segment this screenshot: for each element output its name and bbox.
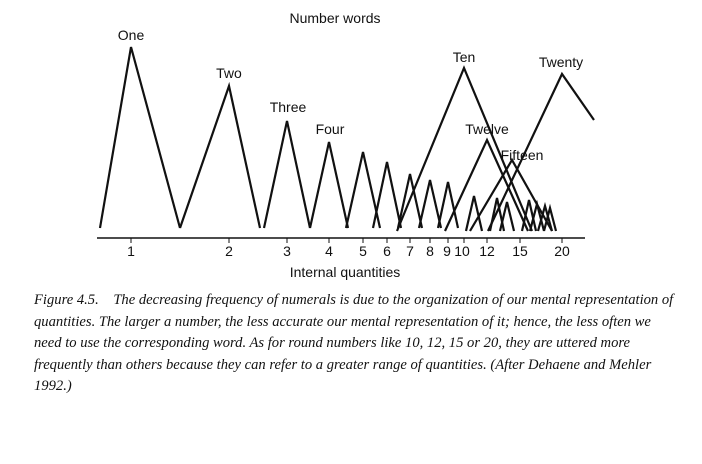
- axis-ticks: [130, 238, 563, 243]
- curve-two: [178, 81, 262, 229]
- tick-label: 20: [554, 243, 570, 259]
- number-words-diagram: Number words One Two Three Four Ten Twel…: [97, 10, 595, 280]
- tick-label: 9: [443, 243, 451, 259]
- curve-eight: [417, 179, 443, 229]
- word-label-one: One: [118, 27, 145, 43]
- caption-label: Figure 4.5.: [34, 292, 99, 308]
- word-label-two: Two: [216, 65, 242, 81]
- curve-fourteen: [498, 201, 516, 232]
- tick-label: 6: [383, 243, 391, 259]
- curve-seven: [396, 173, 424, 229]
- tuning-curves: [98, 46, 595, 232]
- tick-label: 2: [225, 243, 233, 259]
- tick-label: 8: [426, 243, 434, 259]
- curve-eleven: [464, 195, 484, 232]
- tick-label: 1: [127, 243, 135, 259]
- tick-label: 4: [325, 243, 333, 259]
- word-label-fifteen: Fifteen: [501, 147, 544, 163]
- caption-text: The decreasing frequency of numerals is …: [34, 292, 674, 394]
- tick-label: 15: [512, 243, 528, 259]
- curve-three: [262, 120, 312, 229]
- curve-seventeen: [528, 199, 546, 232]
- curve-one: [98, 46, 182, 229]
- word-label-three: Three: [270, 99, 307, 115]
- curve-nine: [436, 181, 460, 229]
- tick-label: 7: [406, 243, 414, 259]
- tick-labels: 1 2 3 4 5 6 7 8 9 10 12 15 20: [127, 243, 570, 259]
- curve-nineteen: [542, 203, 558, 232]
- tick-label: 12: [479, 243, 495, 259]
- curve-six: [371, 161, 403, 229]
- curve-eighteen: [536, 201, 554, 232]
- curve-twelve: [444, 137, 530, 232]
- diagram-title: Number words: [289, 10, 380, 26]
- curve-four: [308, 141, 350, 229]
- word-label-twelve: Twelve: [465, 121, 509, 137]
- tick-label: 3: [283, 243, 291, 259]
- tick-label: 5: [359, 243, 367, 259]
- curve-five: [344, 151, 382, 229]
- figure-caption: Figure 4.5. The decreasing frequency of …: [34, 290, 674, 398]
- word-label-ten: Ten: [453, 49, 476, 65]
- tick-label: 10: [454, 243, 470, 259]
- word-label-twenty: Twenty: [539, 54, 583, 70]
- curve-ten: [395, 65, 534, 232]
- word-label-four: Four: [316, 121, 345, 137]
- x-axis-label: Internal quantities: [290, 264, 401, 280]
- curve-twenty: [487, 71, 595, 232]
